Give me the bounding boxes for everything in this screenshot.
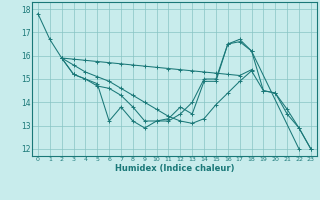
- X-axis label: Humidex (Indice chaleur): Humidex (Indice chaleur): [115, 164, 234, 173]
